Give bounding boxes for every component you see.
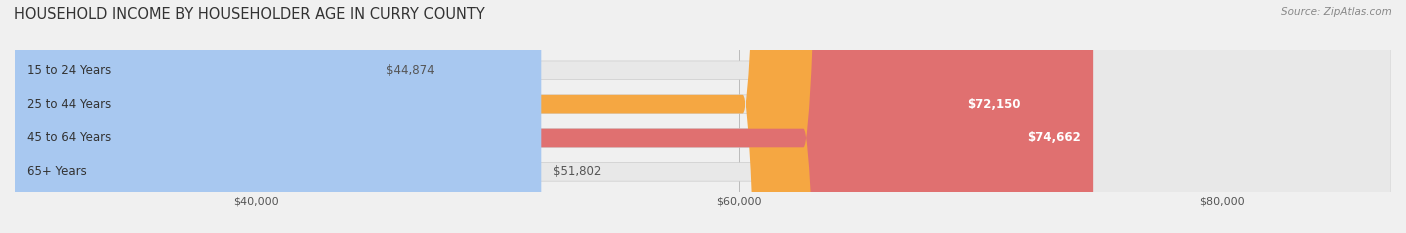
FancyBboxPatch shape [15,0,374,233]
FancyBboxPatch shape [15,0,1092,233]
FancyBboxPatch shape [15,0,1391,233]
Text: $74,662: $74,662 [1028,131,1081,144]
Text: 25 to 44 Years: 25 to 44 Years [27,98,111,111]
Text: 15 to 24 Years: 15 to 24 Years [27,64,111,77]
Text: Source: ZipAtlas.com: Source: ZipAtlas.com [1281,7,1392,17]
FancyBboxPatch shape [15,0,1391,233]
FancyBboxPatch shape [15,0,1391,233]
Text: $44,874: $44,874 [387,64,434,77]
FancyBboxPatch shape [15,0,541,233]
FancyBboxPatch shape [15,0,1032,233]
FancyBboxPatch shape [15,0,1391,233]
Text: $51,802: $51,802 [554,165,602,178]
Text: HOUSEHOLD INCOME BY HOUSEHOLDER AGE IN CURRY COUNTY: HOUSEHOLD INCOME BY HOUSEHOLDER AGE IN C… [14,7,485,22]
Text: 45 to 64 Years: 45 to 64 Years [27,131,111,144]
Text: 65+ Years: 65+ Years [27,165,87,178]
Text: $72,150: $72,150 [967,98,1021,111]
